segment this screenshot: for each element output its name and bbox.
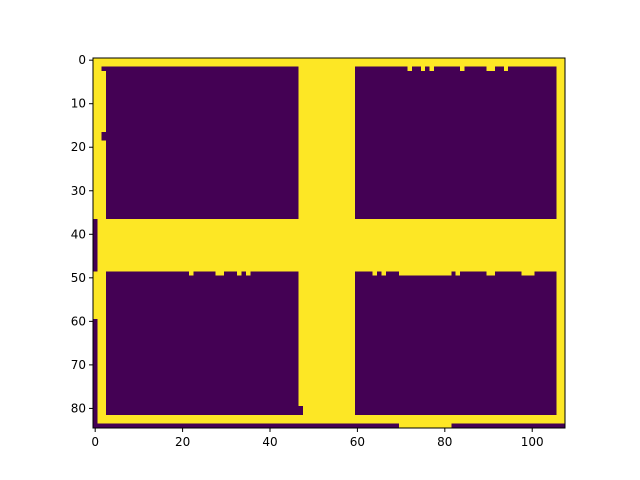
y-tick-label: 20 (71, 140, 86, 154)
heatmap-cell-notch-6 (189, 271, 194, 276)
y-tick-label: 80 (71, 401, 86, 415)
heatmap-cell-notch-5 (503, 66, 509, 72)
heatmap-cell-block-0 (106, 66, 299, 220)
heatmap-cell-notch-8 (237, 271, 242, 276)
heatmap-cell-notch-9 (245, 271, 251, 276)
heatmap-cell-block-7 (93, 319, 98, 428)
x-tick-label: 0 (91, 435, 99, 449)
heatmap-cell-notch-1 (420, 66, 426, 72)
y-tick-label: 0 (78, 53, 86, 67)
heatmap-cell-block-2 (106, 271, 299, 415)
heatmap-cell-notch-2 (429, 66, 434, 72)
heatmap-cell-block-5 (101, 132, 107, 141)
heatmap-cell-notch-18 (407, 271, 443, 276)
heatmap-cell-block-4 (101, 66, 107, 72)
y-axis-ticks: 0 10 20 30 40 50 60 70 80 (71, 53, 93, 415)
heatmap-cell-notch-7 (215, 271, 225, 276)
y-tick-label: 40 (71, 227, 86, 241)
heatmap-cell-notch-14 (455, 271, 461, 276)
heatmap-cell-notch-11 (381, 271, 386, 276)
y-tick-label: 60 (71, 314, 86, 328)
heatmap-cell-notch-13 (442, 271, 452, 276)
y-tick-label: 50 (71, 271, 86, 285)
heatmap-cell-block-6 (93, 219, 98, 272)
y-tick-label: 70 (71, 358, 86, 372)
x-axis-ticks: 0 20 40 60 80 100 (91, 428, 544, 449)
x-tick-label: 80 (437, 435, 452, 449)
heatmap-cell-notch-3 (460, 66, 465, 72)
axes-frame (92, 57, 566, 429)
y-tick-label: 30 (71, 184, 86, 198)
heatmap-cell-block-3 (355, 271, 557, 415)
heatmap-cell-notch-0 (407, 66, 413, 72)
heatmap-cell-block-8 (294, 406, 303, 415)
heatmap-cell-notch-15 (486, 271, 496, 276)
heatmap-cells (93, 58, 565, 428)
heatmap-cell-notch-4 (486, 66, 496, 72)
heatmap-cell-notch-10 (372, 271, 378, 276)
x-tick-label: 100 (521, 435, 544, 449)
heatmap-cell-notch-17 (403, 271, 408, 276)
heatmap-cell-block-9 (93, 423, 399, 428)
heatmap-cell-block-10 (451, 423, 565, 428)
heatmap-cell-notch-16 (521, 271, 535, 276)
x-tick-label: 40 (262, 435, 277, 449)
heatmap-cell-notch-12 (398, 271, 404, 276)
x-tick-label: 20 (175, 435, 190, 449)
heatmap-cell-block-1 (355, 66, 557, 220)
y-tick-label: 10 (71, 97, 86, 111)
x-tick-label: 60 (350, 435, 365, 449)
